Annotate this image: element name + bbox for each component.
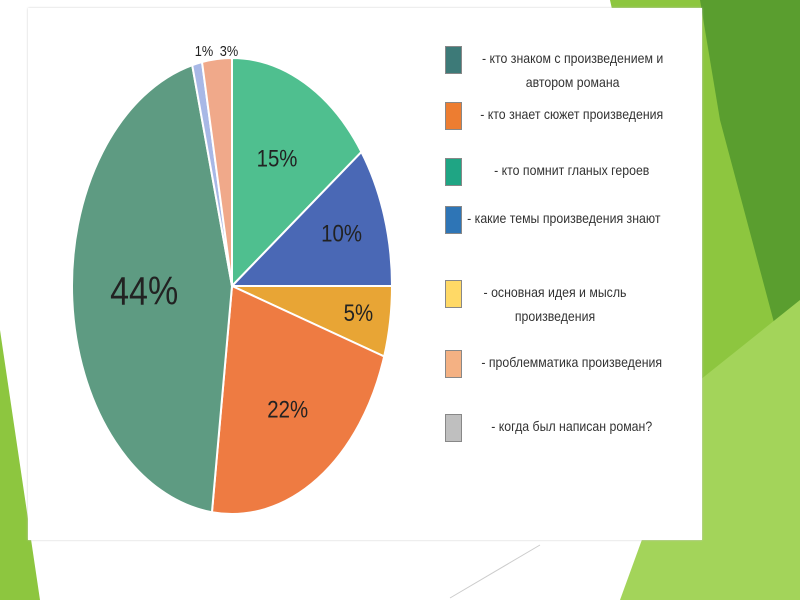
- legend-label: - основная идея и мысль произведения: [483, 284, 627, 324]
- pie-data-label: 5%: [344, 299, 373, 326]
- pie-data-label: 22%: [267, 396, 308, 423]
- pie-slice: [210, 284, 386, 515]
- legend-label: - проблемматика произведения: [481, 354, 663, 370]
- legend-swatch: [445, 350, 462, 378]
- pie-data-label: 1%: [195, 42, 213, 59]
- green-shape-dark: [700, 0, 800, 420]
- pie-slice: [231, 56, 363, 289]
- pie-slice: [71, 63, 234, 514]
- legend-label: - когда был написан роман?: [491, 418, 653, 434]
- pie-slice: [200, 56, 233, 287]
- legend-swatch: [445, 46, 462, 74]
- legend-swatch: [445, 280, 462, 308]
- legend-swatch: [445, 414, 462, 442]
- legend-swatch: [445, 206, 462, 234]
- pie-data-label: 15%: [257, 145, 298, 172]
- decor-line: [449, 544, 541, 599]
- pie-data-label: 3%: [220, 42, 238, 59]
- legend-label: - кто знает сюжет произведения: [480, 106, 664, 122]
- legend-label: - кто помнит гланых героев: [494, 162, 650, 178]
- pie-data-label: 44%: [110, 268, 178, 313]
- pie-data-label: 10%: [321, 220, 362, 247]
- pie-slice: [229, 150, 394, 287]
- legend-label: - кто знаком с произведением и автором р…: [481, 50, 664, 90]
- legend-swatch: [445, 102, 462, 130]
- legend-label: - какие темы произведения знают: [467, 210, 661, 226]
- legend-swatch: [445, 158, 462, 186]
